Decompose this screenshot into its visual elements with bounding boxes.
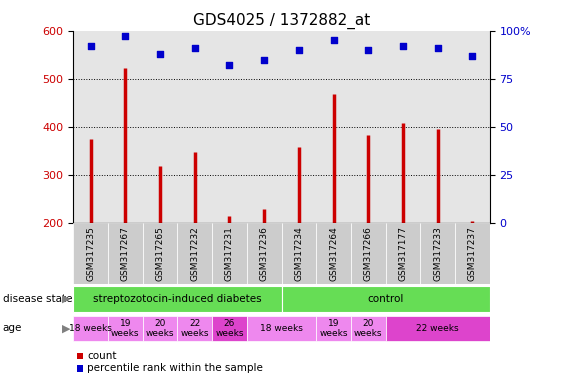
Text: GSM317236: GSM317236 (260, 226, 269, 281)
FancyBboxPatch shape (108, 223, 142, 284)
Bar (177, 31, 212, 223)
Text: 20
weeks: 20 weeks (146, 319, 174, 338)
Point (260, 56, 269, 63)
FancyBboxPatch shape (282, 286, 490, 312)
FancyBboxPatch shape (177, 316, 212, 341)
Bar (108, 31, 142, 223)
Text: 19
weeks: 19 weeks (319, 319, 348, 338)
Text: GSM317231: GSM317231 (225, 226, 234, 281)
FancyBboxPatch shape (386, 316, 490, 341)
Text: 18 weeks: 18 weeks (69, 324, 112, 333)
Text: disease state: disease state (3, 294, 72, 304)
Text: GSM317265: GSM317265 (155, 226, 164, 281)
Point (190, 45, 199, 51)
Text: control: control (368, 294, 404, 304)
FancyBboxPatch shape (73, 316, 108, 341)
Text: ▶: ▶ (62, 323, 71, 333)
Bar (77, 365, 83, 372)
Text: ▶: ▶ (62, 294, 71, 304)
FancyBboxPatch shape (247, 223, 282, 284)
FancyBboxPatch shape (282, 223, 316, 284)
Text: GSM317232: GSM317232 (190, 226, 199, 281)
Point (86, 43, 95, 49)
FancyBboxPatch shape (142, 223, 177, 284)
Text: GSM317267: GSM317267 (121, 226, 129, 281)
Point (468, 53, 477, 59)
FancyBboxPatch shape (142, 316, 177, 341)
Point (399, 43, 408, 49)
Text: 22 weeks: 22 weeks (417, 324, 459, 333)
Text: GSM317235: GSM317235 (86, 226, 95, 281)
Text: GSM317266: GSM317266 (364, 226, 373, 281)
FancyBboxPatch shape (351, 316, 386, 341)
Text: 19
weeks: 19 weeks (111, 319, 140, 338)
Point (329, 37, 338, 43)
FancyBboxPatch shape (421, 223, 455, 284)
FancyBboxPatch shape (177, 223, 212, 284)
FancyBboxPatch shape (73, 286, 282, 312)
FancyBboxPatch shape (212, 316, 247, 341)
Point (155, 51, 164, 57)
Point (364, 47, 373, 53)
Bar (455, 31, 490, 223)
FancyBboxPatch shape (316, 223, 351, 284)
FancyBboxPatch shape (73, 223, 108, 284)
FancyBboxPatch shape (108, 316, 142, 341)
Point (294, 47, 303, 53)
Text: GSM317234: GSM317234 (294, 226, 303, 281)
Bar (282, 31, 316, 223)
Text: count: count (87, 351, 117, 361)
Text: 22
weeks: 22 weeks (181, 319, 209, 338)
Text: streptozotocin-induced diabetes: streptozotocin-induced diabetes (93, 294, 262, 304)
FancyBboxPatch shape (351, 223, 386, 284)
FancyBboxPatch shape (386, 223, 421, 284)
Bar (142, 31, 177, 223)
Bar (386, 31, 421, 223)
Text: GSM317237: GSM317237 (468, 226, 477, 281)
FancyBboxPatch shape (316, 316, 351, 341)
Text: age: age (3, 323, 22, 333)
Bar (73, 31, 108, 223)
Bar (351, 31, 386, 223)
Text: 26
weeks: 26 weeks (215, 319, 244, 338)
Point (434, 45, 443, 51)
Bar (77, 353, 83, 359)
Text: 18 weeks: 18 weeks (260, 324, 303, 333)
Title: GDS4025 / 1372882_at: GDS4025 / 1372882_at (193, 13, 370, 29)
Text: GSM317177: GSM317177 (399, 226, 408, 281)
FancyBboxPatch shape (455, 223, 490, 284)
Bar (421, 31, 455, 223)
Text: GSM317264: GSM317264 (329, 226, 338, 281)
Text: GSM317233: GSM317233 (434, 226, 442, 281)
FancyBboxPatch shape (212, 223, 247, 284)
Bar (247, 31, 282, 223)
FancyBboxPatch shape (247, 316, 316, 341)
Text: percentile rank within the sample: percentile rank within the sample (87, 363, 263, 373)
Text: 20
weeks: 20 weeks (354, 319, 382, 338)
Point (225, 62, 234, 68)
Point (120, 33, 129, 40)
Bar (212, 31, 247, 223)
Bar (316, 31, 351, 223)
